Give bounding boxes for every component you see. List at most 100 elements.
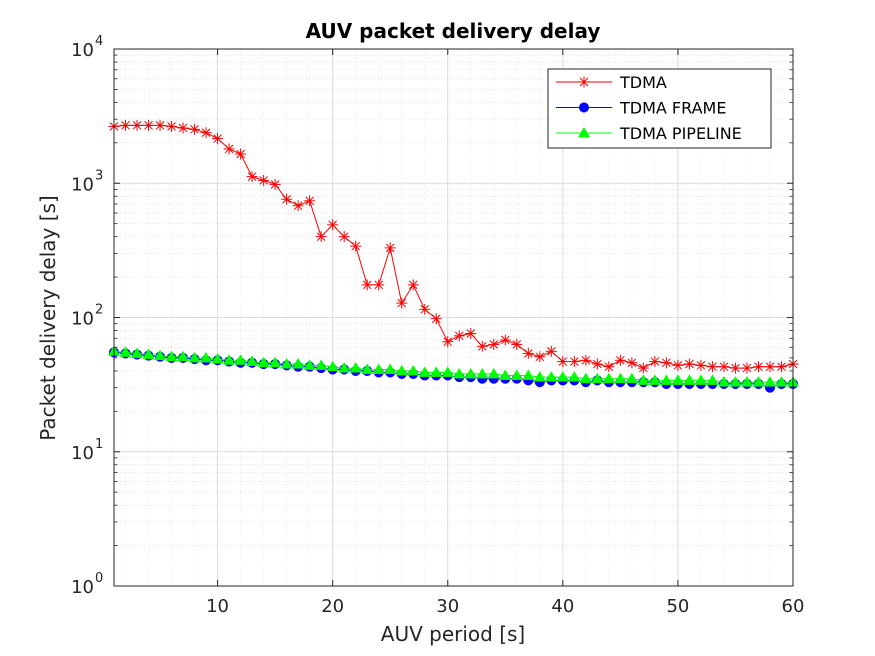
data-point	[235, 148, 247, 160]
data-point	[579, 372, 592, 384]
data-point	[349, 361, 362, 373]
y-tick-exponent: 0	[95, 571, 103, 586]
asterisk-stroke	[397, 298, 407, 308]
legend-label: TDMA	[619, 73, 667, 92]
data-point	[430, 313, 442, 325]
asterisk-stroke	[408, 280, 418, 290]
ticks	[114, 48, 794, 587]
asterisk-stroke	[719, 362, 729, 372]
legend-entry: TDMA FRAME	[556, 99, 726, 118]
data-point	[304, 195, 316, 207]
data-point	[510, 369, 523, 380]
data-point	[556, 370, 569, 382]
data-point	[464, 367, 477, 379]
legend-entry: TDMA PIPELINE	[556, 124, 742, 143]
asterisk-stroke	[282, 194, 291, 204]
x-tick-label: 60	[782, 596, 805, 617]
data-point	[499, 369, 512, 380]
asterisk-stroke	[431, 314, 441, 323]
data-point	[327, 219, 339, 231]
data-point	[361, 279, 373, 291]
asterisk-stroke	[293, 201, 303, 211]
data-point	[717, 376, 730, 387]
asterisk-stroke	[731, 363, 740, 373]
asterisk-stroke	[535, 352, 545, 362]
data-point	[280, 357, 293, 369]
data-point	[258, 174, 270, 186]
data-point	[649, 356, 661, 368]
data-point	[292, 200, 304, 212]
asterisk-stroke	[616, 355, 625, 365]
data-point	[545, 345, 557, 357]
data-point	[223, 143, 235, 155]
data-point	[522, 347, 534, 359]
y-tick-label: 10	[71, 309, 94, 330]
asterisk-stroke	[662, 358, 671, 368]
data-point	[407, 364, 420, 376]
data-point	[603, 361, 615, 373]
data-point	[166, 120, 178, 132]
grid	[114, 48, 794, 587]
data-point	[775, 361, 787, 373]
series-layer	[107, 119, 800, 393]
data-point	[418, 366, 431, 377]
data-point	[143, 119, 155, 131]
data-point	[752, 376, 765, 387]
data-point	[741, 362, 753, 374]
asterisk-stroke	[500, 335, 510, 345]
data-point	[165, 350, 178, 362]
asterisk-stroke	[121, 121, 130, 130]
asterisk-stroke	[420, 305, 430, 314]
asterisk-stroke	[489, 340, 499, 349]
data-point	[212, 133, 224, 145]
y-tick-label: 10	[71, 174, 94, 195]
asterisk-stroke	[224, 144, 234, 154]
data-point	[234, 354, 247, 365]
asterisk-stroke	[593, 359, 602, 369]
data-point	[671, 374, 684, 385]
data-point	[672, 359, 684, 371]
asterisk-stroke	[339, 232, 349, 241]
x-tick-label: 50	[666, 596, 689, 617]
asterisk-stroke	[570, 357, 579, 366]
data-point	[119, 346, 132, 357]
data-point	[648, 374, 661, 385]
series-tdma-pipeline	[107, 345, 800, 387]
legend-marker	[578, 76, 590, 88]
asterisk-stroke	[650, 357, 660, 366]
data-point	[384, 363, 397, 374]
x-tick-label: 20	[321, 596, 344, 617]
asterisk-stroke	[523, 349, 533, 358]
data-point	[637, 374, 650, 385]
data-point	[764, 361, 776, 373]
data-point	[683, 374, 696, 385]
data-point	[350, 240, 362, 252]
data-point	[626, 357, 638, 369]
asterisk-stroke	[579, 77, 589, 87]
x-axis-title: AUV period [s]	[381, 622, 525, 646]
data-point	[775, 376, 788, 387]
asterisk-stroke	[236, 149, 245, 159]
asterisk-stroke	[558, 357, 568, 366]
legend: TDMA TDMA FRAME TDMA PIPELINE	[547, 68, 772, 149]
data-point	[441, 366, 454, 377]
y-tick-exponent: 2	[95, 303, 103, 318]
data-point	[706, 374, 719, 385]
data-point	[453, 367, 466, 379]
data-point	[752, 361, 764, 373]
data-point	[292, 357, 305, 369]
data-point	[120, 119, 132, 131]
asterisk-stroke	[144, 121, 153, 130]
asterisk-stroke	[190, 125, 199, 134]
asterisk-stroke	[155, 121, 165, 130]
legend-entry: TDMA	[556, 73, 667, 92]
data-point	[729, 362, 741, 374]
data-point	[211, 352, 224, 364]
x-tick-label: 40	[551, 596, 574, 617]
data-point	[372, 363, 385, 374]
x-tick-labels: 10 20 30 40 50 60	[206, 596, 804, 617]
data-point	[533, 370, 546, 382]
data-point	[476, 340, 488, 352]
data-point	[695, 359, 707, 371]
data-point	[326, 360, 339, 372]
